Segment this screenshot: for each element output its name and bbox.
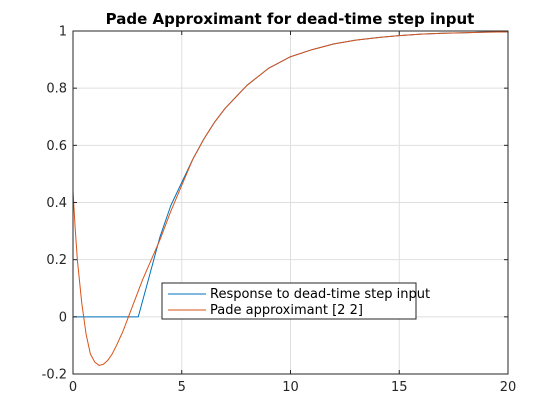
legend-label-response: Response to dead-time step input <box>210 287 430 302</box>
y-tick-label: 0 <box>59 310 67 325</box>
x-tick-label: 5 <box>178 380 186 395</box>
chart-title: Pade Approximant for dead-time step inpu… <box>106 10 475 28</box>
legend: Response to dead-time step input Pade ap… <box>161 282 430 320</box>
y-tick-label: -0.2 <box>42 368 67 383</box>
x-tick-label: 10 <box>282 380 299 395</box>
series-line-pade <box>72 31 509 366</box>
y-tick-label: 1 <box>59 25 67 40</box>
legend-label-pade: Pade approximant [2 2] <box>210 303 363 318</box>
legend-box <box>161 282 417 320</box>
y-tick-label: 0.2 <box>46 253 67 268</box>
ticks <box>72 30 509 375</box>
tick-labels: 0 5 10 15 20-0.200.20.40.60.81 <box>42 25 517 396</box>
x-tick-label: 15 <box>391 380 408 395</box>
x-tick-label: 0 <box>69 380 77 395</box>
x-tick-label: 20 <box>500 380 517 395</box>
y-tick-label: 0.4 <box>46 196 67 211</box>
series-layer <box>72 31 509 366</box>
y-tick-label: 0.6 <box>46 139 67 154</box>
y-tick-label: 0.8 <box>46 82 67 97</box>
